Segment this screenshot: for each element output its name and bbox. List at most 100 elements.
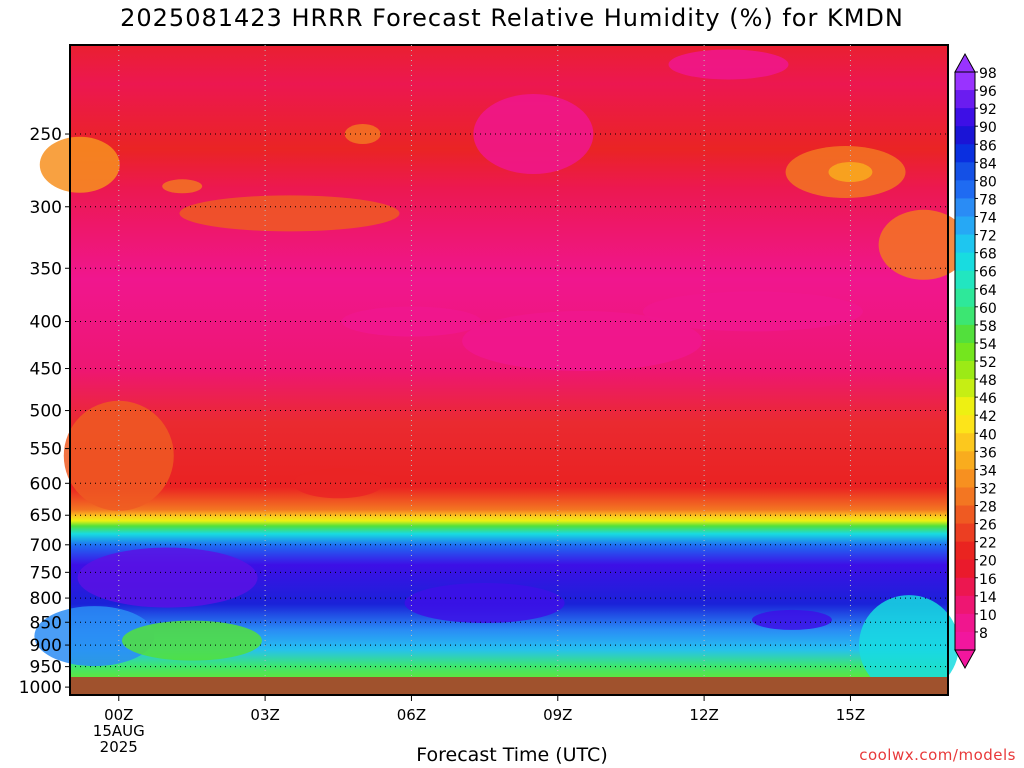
y-tick-label: 250 (30, 125, 62, 145)
x-tick-label: 00Z (104, 706, 133, 724)
y-tick-label: 500 (30, 402, 62, 422)
rh-contour-blob (34, 606, 155, 667)
rh-contour-blob (77, 547, 258, 608)
colorbar-label: 86 (979, 138, 997, 154)
colorbar-swatch (955, 397, 975, 416)
y-tick-label: 650 (30, 506, 62, 526)
rh-contour-blob (341, 306, 482, 337)
colorbar-label: 10 (979, 608, 997, 624)
rh-contour-blob (473, 94, 594, 175)
y-tick-label: 850 (30, 613, 62, 633)
rh-contour-blob (668, 49, 789, 80)
colorbar-swatch (955, 541, 975, 561)
colorbar-swatch (955, 559, 975, 579)
y-tick-label: 900 (30, 636, 62, 656)
rh-contour-blob (121, 620, 262, 661)
ground-surface (70, 676, 948, 695)
y-tick-label: 800 (30, 589, 62, 609)
colorbar-label: 84 (979, 156, 997, 172)
colorbar-label: 66 (979, 265, 997, 281)
colorbar-swatch (955, 577, 975, 597)
y-tick-label: 450 (30, 360, 62, 380)
credit-link[interactable]: coolwx.com/models (859, 746, 1016, 764)
colorbar-label: 42 (979, 409, 997, 425)
x-tick-label: 15AUG (93, 722, 145, 740)
colorbar-label: 52 (979, 355, 997, 371)
grid-lines (70, 45, 948, 677)
axis-ticks: 250 300 350 400 450 500 550 600 650 700 750 800 850 9… (19, 125, 865, 756)
y-tick-label: 400 (30, 313, 62, 333)
rh-contour-blob (462, 311, 703, 372)
y-tick-label: 750 (30, 563, 62, 583)
colorbar-label: 36 (979, 445, 997, 461)
colorbar-swatch (955, 270, 975, 290)
colorbar-swatch (955, 361, 975, 380)
plot-area (34, 44, 969, 696)
colorbar-swatch (955, 595, 975, 615)
colorbar: 98 96 92 90 86 84 80 78 74 72 68 66 64 60 58 54 52 48 46 42… (954, 52, 997, 670)
colorbar-swatch (955, 144, 975, 163)
colorbar-label: 80 (979, 174, 997, 190)
colorbar-label: 20 (979, 554, 997, 570)
y-tick-label: 300 (30, 198, 62, 218)
colorbar-label: 58 (979, 319, 997, 335)
plot-frame (69, 44, 949, 696)
colorbar-label: 92 (979, 102, 997, 118)
colorbar-swatch (955, 379, 975, 398)
colorbar-swatch (955, 126, 975, 145)
rh-contour-blob (293, 468, 384, 499)
colorbar-swatch (955, 324, 975, 344)
colorbar-swatch (955, 90, 975, 109)
x-tick-label: 12Z (689, 706, 718, 724)
x-tick-label: 15Z (836, 706, 865, 724)
colorbar-label: 60 (979, 301, 997, 317)
colorbar-swatch (955, 162, 975, 181)
rh-contour-blob (642, 291, 863, 332)
colorbar-swatch (955, 306, 975, 326)
colorbar-label: 46 (979, 391, 997, 407)
colorbar-swatch (955, 216, 975, 236)
colorbar-label: 48 (979, 373, 997, 389)
x-tick-label: 2025 (100, 738, 138, 756)
colorbar-swatch (955, 415, 975, 434)
x-axis-label: Forecast Time (UTC) (416, 744, 608, 766)
y-tick-label: 700 (30, 536, 62, 556)
y-tick-label: 950 (30, 658, 62, 678)
colorbar-label: 64 (979, 283, 997, 299)
colorbar-label: 8 (979, 626, 988, 642)
colorbar-label: 74 (979, 211, 997, 227)
colorbar-swatch (955, 108, 975, 127)
colorbar-swatch (955, 433, 975, 452)
colorbar-swatch (955, 613, 975, 633)
chart-title: 2025081423 HRRR Forecast Relative Humidi… (120, 4, 904, 32)
y-tick-label: 550 (30, 440, 62, 460)
colorbar-label: 28 (979, 500, 997, 516)
rh-contour-blob (858, 595, 959, 696)
colorbar-label: 98 (979, 66, 997, 82)
colorbar-swatch (955, 234, 975, 254)
colorbar-min-arrow (954, 649, 976, 670)
rh-contour-blob (344, 124, 381, 145)
rh-contour-blob (179, 195, 400, 232)
rh-contour-blob (878, 209, 969, 280)
x-tick-label: 06Z (397, 706, 426, 724)
colorbar-swatch (955, 288, 975, 308)
colorbar-swatch (955, 72, 975, 91)
x-tick-label: 09Z (543, 706, 572, 724)
colorbar-label: 14 (979, 590, 997, 606)
colorbar-swatch (955, 469, 975, 488)
colorbar-label: 16 (979, 572, 997, 588)
colorbar-label: 90 (979, 120, 997, 136)
colorbar-label: 78 (979, 192, 997, 208)
colorbar-label: 40 (979, 427, 997, 443)
colorbar-swatch (955, 631, 975, 651)
colorbar-swatch (955, 487, 975, 506)
colorbar-label: 34 (979, 463, 997, 479)
colorbar-label: 72 (979, 229, 997, 245)
rh-contour-blob (828, 162, 873, 183)
colorbar-swatch (955, 451, 975, 470)
colorbar-label: 54 (979, 337, 997, 353)
colorbar-swatch (955, 342, 975, 362)
x-tick-label: 03Z (250, 706, 279, 724)
